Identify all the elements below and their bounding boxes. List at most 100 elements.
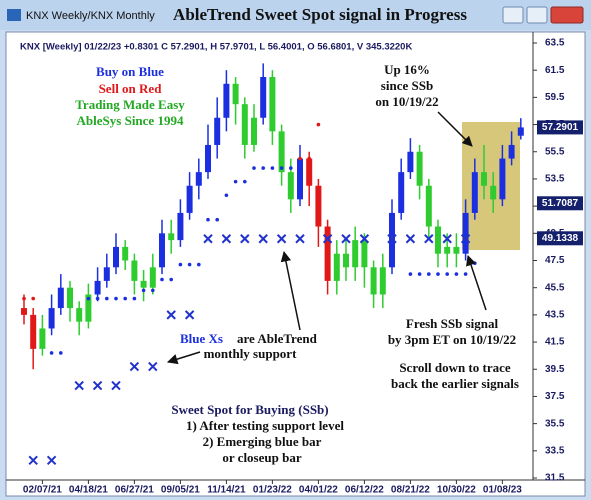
stop-dot	[454, 272, 459, 276]
annotation: 2) Emerging blue bar	[203, 434, 322, 449]
price-label: 49.1338	[542, 233, 579, 244]
price-label-box	[537, 120, 583, 135]
candle-body	[48, 308, 55, 329]
stop-dot	[417, 272, 422, 276]
candle-body	[481, 172, 487, 186]
annotation: Scroll down to trace	[399, 360, 511, 375]
y-tick-label: 35.5	[545, 418, 565, 429]
candle-body	[122, 246, 129, 261]
candle-body	[379, 267, 386, 295]
x-tick-label: 01/08/23	[483, 485, 522, 496]
candle-body	[269, 76, 276, 132]
candle-body	[352, 240, 359, 268]
candle-body	[333, 253, 340, 281]
y-tick-label: 59.5	[545, 92, 565, 103]
stop-dot	[316, 122, 321, 127]
annotation: 1) After testing support level	[186, 418, 344, 433]
annotation: back the earlier signals	[391, 376, 519, 391]
x-tick-label: 04/18/21	[69, 485, 108, 496]
stop-dot	[298, 156, 302, 161]
stop-dot	[151, 288, 155, 293]
stop-dot	[427, 272, 431, 276]
arrow	[166, 351, 201, 365]
stop-dot	[31, 296, 35, 301]
stop-dot	[169, 277, 173, 282]
candle-body	[67, 287, 73, 309]
candle-body	[205, 144, 211, 173]
candle-body	[370, 267, 377, 295]
candle-body	[241, 104, 248, 145]
candle-body	[297, 158, 303, 200]
stop-dot	[187, 262, 192, 267]
candle-body	[195, 172, 202, 186]
support-x	[203, 234, 213, 244]
y-tick-label: 45.5	[545, 282, 565, 293]
candle-body	[103, 267, 110, 281]
stop-dot	[86, 296, 91, 301]
arrow	[437, 111, 473, 147]
annotation: monthly support	[204, 346, 297, 361]
candle-body	[499, 158, 506, 200]
arrow	[280, 250, 301, 331]
candle-body	[343, 253, 349, 268]
price-label-box	[537, 196, 583, 211]
support-x	[442, 234, 452, 244]
price-label: 57.2901	[542, 122, 579, 133]
stop-dot	[49, 351, 54, 355]
stop-dot	[197, 262, 201, 267]
candle-body	[214, 117, 221, 145]
candle-body	[278, 131, 285, 173]
candle-body	[149, 267, 156, 288]
support-x	[92, 380, 103, 391]
candle-body	[159, 233, 165, 268]
candle-body	[113, 246, 119, 268]
candle-body	[39, 328, 46, 349]
support-x	[129, 361, 140, 372]
stop-dot	[178, 262, 183, 267]
support-x	[184, 310, 195, 320]
stop-dot	[105, 296, 109, 301]
candle-body	[361, 240, 368, 268]
stop-dot	[445, 272, 450, 276]
candle-body	[140, 280, 147, 288]
candle-body	[223, 83, 230, 118]
x-tick-label: 08/21/22	[391, 485, 430, 496]
y-tick-label: 37.5	[545, 391, 565, 402]
y-tick-label: 55.5	[545, 146, 565, 157]
candle-body	[324, 226, 331, 281]
stop-dot	[22, 296, 26, 301]
stop-dot	[206, 217, 210, 222]
annotation: Blue Xs	[180, 331, 223, 346]
candle-body	[21, 308, 27, 315]
x-tick-label: 11/14/21	[207, 485, 246, 496]
minimize-button[interactable]	[502, 6, 524, 24]
x-tick-label: 06/27/21	[115, 485, 154, 496]
support-x	[166, 310, 176, 320]
candle-body	[85, 294, 92, 322]
stop-dot	[279, 166, 284, 170]
support-x	[148, 361, 158, 372]
y-tick-label: 41.5	[545, 337, 565, 348]
candle-body	[517, 127, 524, 136]
close-button[interactable]	[550, 6, 584, 24]
stop-dot	[224, 193, 229, 198]
annotation: Fresh SSb signal	[406, 316, 499, 331]
support-x	[295, 234, 305, 244]
candle-body	[177, 212, 184, 241]
title-bar	[0, 0, 591, 30]
support-x	[46, 455, 57, 466]
stop-dot	[160, 277, 164, 282]
support-x	[221, 234, 232, 244]
stop-dot	[473, 261, 477, 266]
support-x	[424, 234, 434, 244]
annotation: on 10/19/22	[375, 94, 438, 109]
candle-body	[416, 151, 423, 186]
stop-dot	[123, 296, 127, 301]
x-tick-label: 04/01/22	[299, 485, 338, 496]
stop-dot	[408, 272, 413, 276]
x-tick-label: 01/23/22	[253, 485, 292, 496]
candle-body	[490, 185, 497, 200]
maximize-button[interactable]	[526, 6, 548, 24]
candle-body	[407, 151, 414, 173]
support-x	[460, 234, 471, 244]
